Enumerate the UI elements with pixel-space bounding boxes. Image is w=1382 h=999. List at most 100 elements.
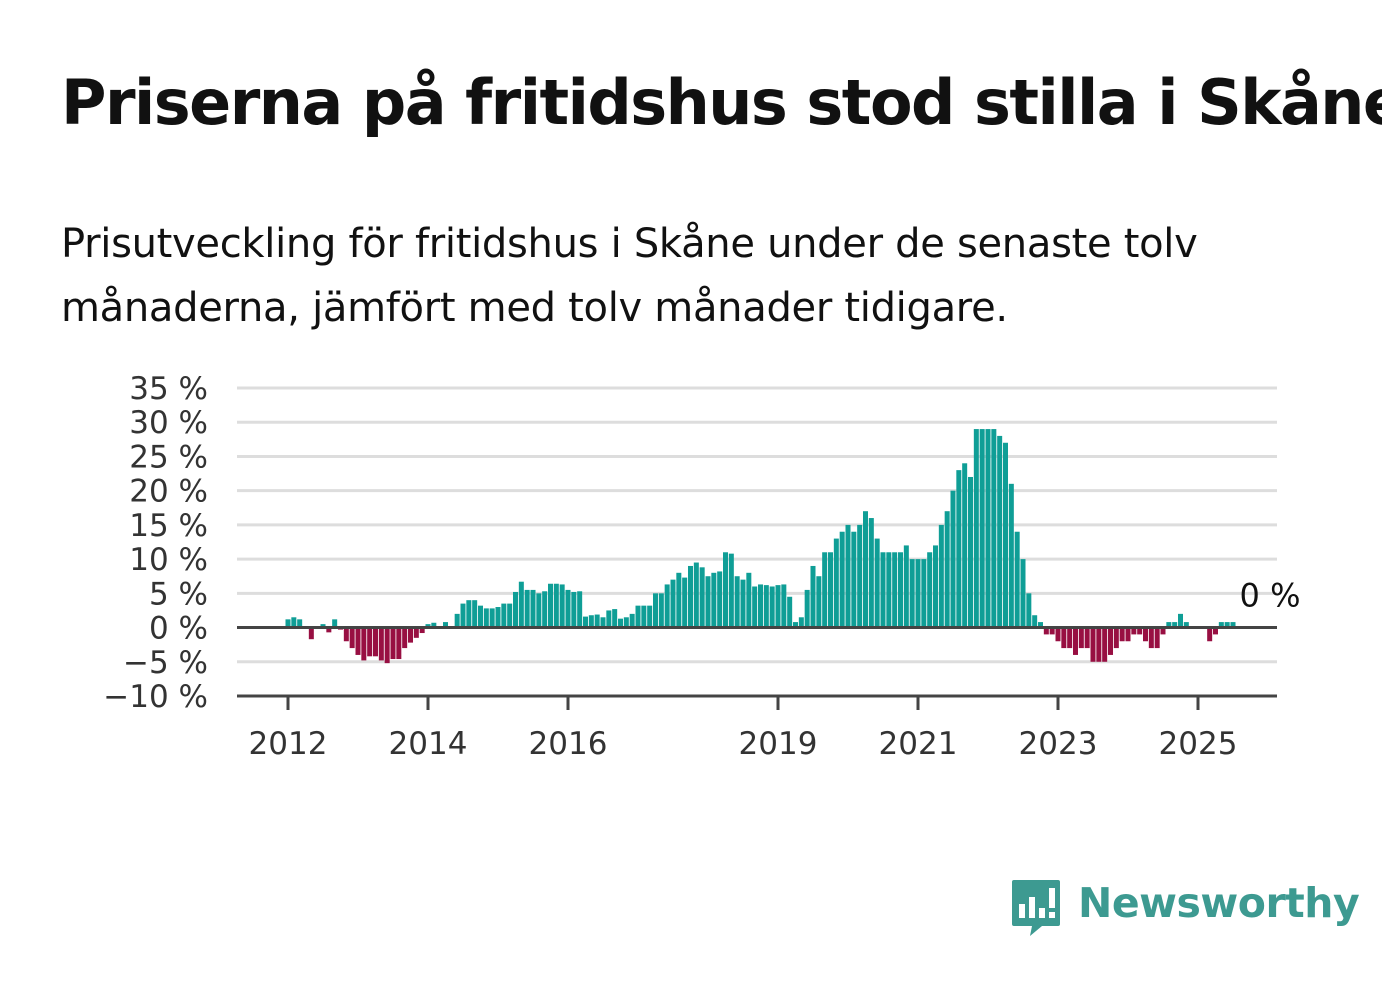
bar (408, 627, 413, 643)
bar (489, 608, 495, 628)
bar (950, 490, 956, 628)
y-tick-label: −10 % (103, 679, 208, 715)
bar (285, 619, 291, 628)
bar (507, 603, 513, 628)
bar (699, 567, 705, 628)
bar (542, 591, 548, 628)
bar (588, 615, 594, 628)
bar (828, 552, 833, 628)
bar (1084, 627, 1090, 649)
bar (962, 463, 968, 628)
bar (577, 591, 583, 628)
bar (868, 518, 874, 628)
bar (443, 622, 448, 628)
bar (810, 565, 816, 628)
bar (833, 538, 839, 628)
x-tick-label: 2019 (739, 726, 818, 762)
bar (1038, 622, 1043, 628)
bar (688, 565, 693, 628)
bar (501, 603, 507, 628)
bar (839, 531, 845, 628)
bar (1078, 627, 1084, 649)
bar (297, 619, 303, 628)
bar (384, 627, 390, 664)
bar (1049, 627, 1055, 635)
bar (851, 531, 857, 628)
bar (343, 627, 349, 642)
bar (734, 576, 740, 628)
bar (758, 584, 763, 628)
bar (1230, 622, 1236, 628)
bar (413, 627, 419, 638)
bar (390, 627, 396, 660)
bar (711, 572, 717, 628)
y-tick-label: 25 % (129, 439, 208, 475)
bar (1102, 627, 1108, 662)
bar (880, 552, 886, 628)
bar (938, 524, 944, 628)
bar (361, 627, 367, 661)
bar (863, 511, 868, 628)
bar (1113, 627, 1119, 649)
bar (892, 552, 898, 628)
x-tick-label: 2021 (879, 726, 958, 762)
newsworthy-logo: Newsworthy (1010, 878, 1360, 940)
bar (1224, 622, 1230, 628)
bar (553, 583, 559, 628)
bar (635, 605, 641, 628)
bar (332, 619, 338, 628)
bar (769, 586, 775, 628)
y-tick-label: −5 % (123, 645, 208, 681)
bar (1003, 442, 1008, 628)
bar (816, 576, 822, 628)
bar (717, 571, 723, 628)
bar (874, 538, 880, 628)
bar (1108, 627, 1113, 655)
bar (693, 562, 699, 628)
bar (431, 622, 437, 628)
bar (524, 589, 530, 628)
bar (658, 593, 664, 628)
bar (1154, 627, 1160, 649)
bar (676, 572, 682, 628)
bar (1160, 627, 1166, 635)
bar (565, 589, 571, 628)
bar (518, 581, 524, 628)
bar (641, 605, 647, 628)
bar (425, 624, 431, 628)
bar (460, 603, 466, 628)
x-tick-label: 2014 (389, 726, 468, 762)
bar (991, 429, 997, 628)
bar (775, 585, 781, 628)
bar (536, 593, 542, 628)
bar (548, 583, 553, 628)
x-tick-label: 2023 (1019, 726, 1098, 762)
bar (921, 559, 927, 628)
bar (1026, 593, 1032, 628)
bar (1125, 627, 1131, 642)
bar (1207, 627, 1213, 642)
x-tick-label: 2016 (529, 726, 608, 762)
bar (1055, 627, 1061, 642)
y-tick-label: 15 % (129, 508, 208, 544)
bar (647, 605, 653, 628)
bar (1008, 483, 1014, 628)
newsworthy-bar-chart-icon (1012, 880, 1060, 936)
bar (670, 579, 676, 628)
bar (944, 511, 950, 628)
bar (600, 617, 606, 628)
bar (804, 589, 810, 628)
bar (1148, 627, 1154, 649)
bar (1172, 622, 1178, 628)
bar (1137, 627, 1143, 635)
bar (845, 524, 851, 628)
bar (623, 617, 629, 628)
bar (559, 584, 565, 628)
bar (373, 627, 378, 657)
bar (349, 627, 355, 649)
bar (320, 624, 326, 628)
bar (653, 593, 658, 628)
bar (997, 435, 1003, 628)
bar (495, 607, 501, 628)
